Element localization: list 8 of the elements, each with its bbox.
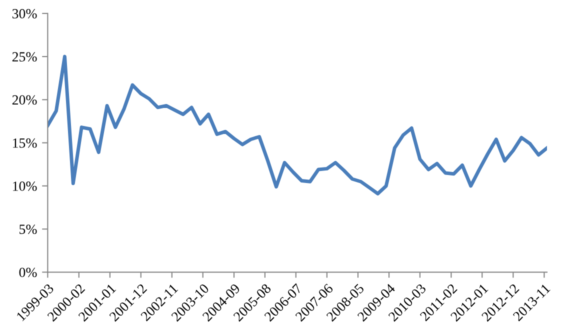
y-tick-label: 0% [19,268,37,278]
y-tick-label: 15% [13,138,37,148]
y-tick-label: 10% [13,182,37,191]
y-tick-label: 25% [12,52,37,62]
y-tick-label: 20% [12,95,37,105]
y-tick-label: 30% [12,9,37,18]
line-series [48,54,547,196]
y-tick-label: 5% [20,224,37,234]
